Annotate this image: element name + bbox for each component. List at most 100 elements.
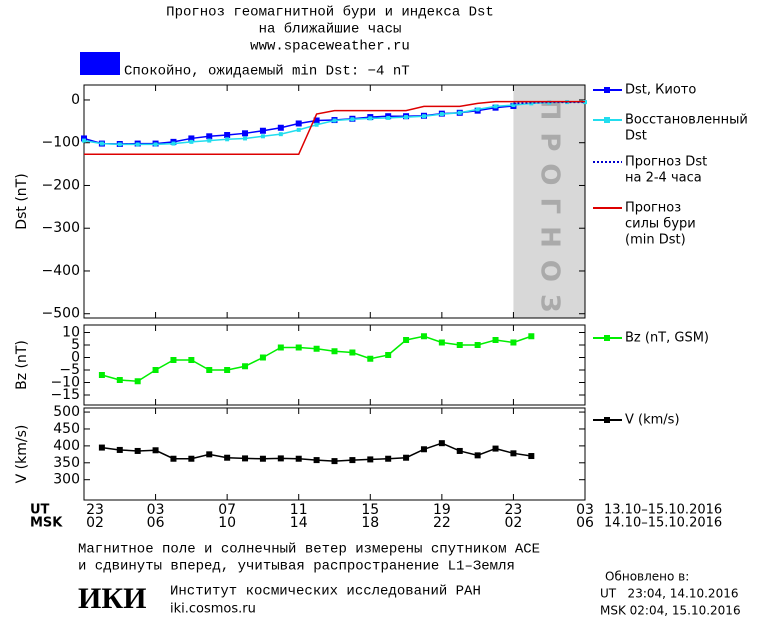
data-point	[207, 138, 212, 143]
y-tick-label: −10	[50, 375, 80, 391]
data-point	[385, 352, 392, 358]
y-tick-label: 500	[53, 404, 80, 420]
x-tick-label: 14	[290, 515, 308, 531]
y-tick-label: 5	[71, 337, 80, 353]
data-point	[350, 117, 355, 122]
legend-label: Восстановленный	[625, 113, 748, 128]
x-tick-label: 03	[576, 502, 594, 518]
data-point	[116, 446, 123, 453]
data-point	[438, 440, 445, 447]
url: www.spaceweather.ru	[250, 39, 410, 55]
x-tick-label: 19	[433, 502, 451, 518]
series-line	[84, 100, 585, 156]
note: и сдвинуты вперед, учитывая распростране…	[78, 559, 515, 575]
data-point	[349, 349, 356, 356]
data-point	[277, 124, 284, 131]
data-point	[331, 458, 338, 465]
y-tick-label: 0	[71, 350, 80, 366]
x-tick-label: 06	[576, 515, 594, 531]
legend-label: Bz (nT, GSM)	[625, 331, 709, 346]
legend-label: на 2-4 часа	[625, 171, 702, 186]
data-point	[474, 342, 481, 348]
data-point	[98, 372, 105, 378]
data-point	[170, 455, 177, 462]
data-point	[188, 135, 195, 142]
y-tick-label: 450	[53, 421, 80, 437]
y-tick-label: −200	[42, 177, 80, 193]
data-point	[224, 367, 231, 373]
data-point	[206, 451, 213, 458]
data-point	[386, 115, 391, 120]
legend-swatch	[604, 87, 610, 93]
data-point	[117, 142, 122, 147]
title: на ближайшие часы	[259, 21, 402, 38]
plot-frame	[83, 84, 586, 319]
data-point	[439, 112, 444, 117]
data-point	[152, 367, 159, 373]
data-point	[259, 455, 266, 462]
data-point	[224, 132, 231, 139]
data-point	[313, 457, 320, 464]
forecast-label: ПРОГНОЗ	[535, 99, 565, 325]
updated-ut: UT 23:04, 14.10.2016	[600, 587, 738, 601]
data-point	[313, 117, 320, 124]
data-point	[206, 367, 213, 373]
y-tick-label: −300	[42, 220, 80, 236]
data-point	[116, 377, 123, 383]
x-tick-label: 02	[505, 515, 523, 531]
series-line	[101, 335, 532, 383]
data-point	[421, 114, 426, 119]
x-tick-label: 07	[218, 502, 236, 518]
data-point	[153, 142, 158, 147]
x-axis-label: MSK	[30, 516, 63, 531]
data-point	[475, 107, 480, 112]
plot-frame	[83, 407, 586, 501]
data-point	[224, 454, 231, 461]
x-tick-label: 18	[361, 515, 379, 531]
x-tick-label: 11	[290, 502, 308, 518]
legend-label: (min Dst)	[625, 233, 686, 248]
data-point	[314, 122, 319, 127]
x-tick-label: 23	[505, 502, 523, 518]
data-point	[420, 333, 427, 340]
y-tick-label: 300	[53, 472, 80, 488]
data-point	[456, 447, 463, 454]
y-tick-label: −400	[42, 263, 80, 279]
data-point	[313, 345, 320, 352]
status-indicator	[80, 52, 120, 75]
legend-label: V (km/s)	[625, 413, 680, 428]
title: Прогноз геомагнитной бури и индекса Dst	[166, 4, 494, 21]
data-point	[242, 363, 249, 370]
x-tick-label: 02	[86, 515, 104, 531]
y-tick-label: −100	[42, 135, 80, 151]
data-point	[404, 115, 409, 120]
data-point	[457, 110, 462, 115]
data-point	[456, 342, 463, 348]
data-point	[474, 452, 481, 459]
y-tick-label: 350	[53, 455, 80, 471]
y-tick-label: −5	[59, 362, 80, 378]
data-point	[171, 141, 176, 146]
data-point	[403, 454, 410, 461]
y-axis-label: V (km/s)	[14, 425, 30, 484]
data-point	[367, 355, 374, 362]
data-point	[367, 456, 374, 463]
data-point	[134, 447, 141, 454]
date-range: 14.10–15.10.2016	[604, 516, 722, 531]
date-range: 13.10–15.10.2016	[604, 503, 722, 518]
x-tick-label: 10	[218, 515, 236, 531]
data-point	[296, 127, 301, 132]
data-point	[152, 447, 159, 454]
data-point	[511, 103, 516, 108]
y-tick-label: 10	[62, 325, 80, 341]
data-point	[81, 135, 87, 142]
data-point	[189, 139, 194, 144]
legend-label: Прогноз	[625, 201, 681, 216]
data-point	[492, 445, 499, 452]
data-point	[170, 357, 177, 363]
data-point	[547, 100, 552, 105]
data-point	[206, 133, 213, 140]
data-point	[82, 138, 86, 143]
data-point	[260, 134, 265, 139]
data-point	[188, 357, 195, 363]
